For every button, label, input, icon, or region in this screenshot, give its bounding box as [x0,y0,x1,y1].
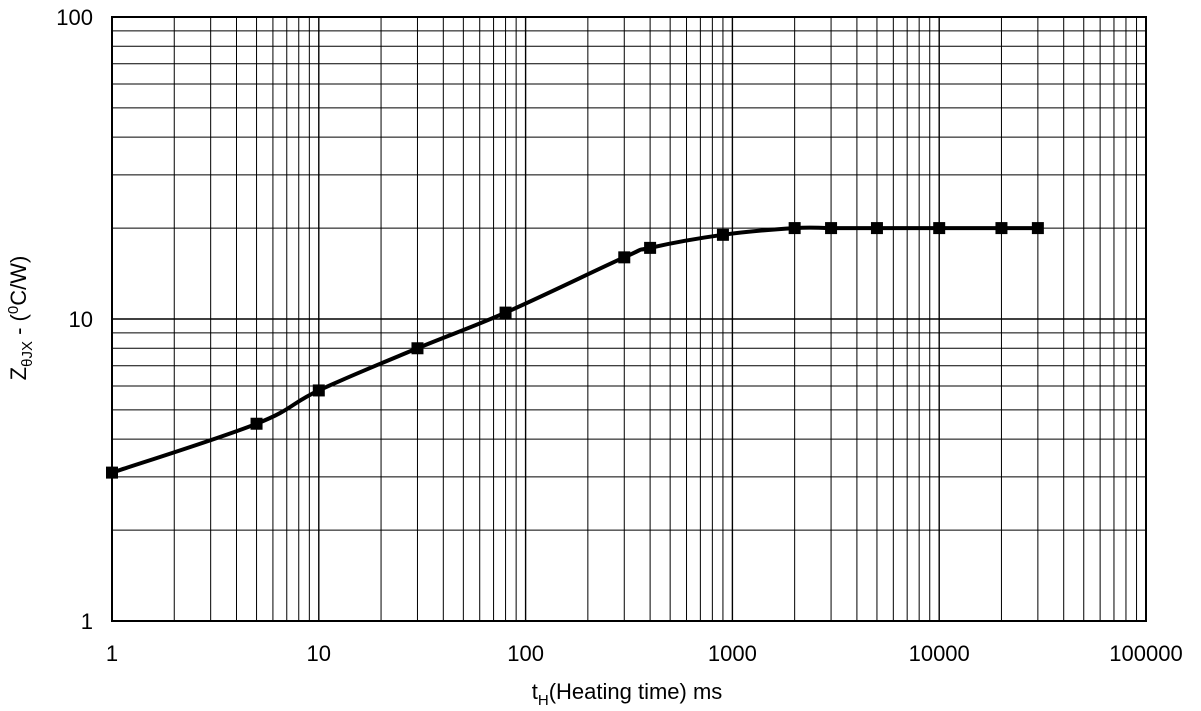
y-tick-label: 1 [81,609,93,634]
x-tick-labels: 1 10 100 1000 10000 100000 [106,641,1183,666]
x-tick-label: 10 [307,641,331,666]
y-tick-labels: 1 10 100 [56,5,93,634]
y-axis-title-rest: C/W) [6,256,31,306]
data-point-marker [250,417,263,430]
x-axis-title-subscript: H [538,692,549,709]
y-tick-label: 10 [69,307,93,332]
series-layer [106,222,1044,479]
data-point-marker [788,222,801,235]
plot-area-frame [111,16,1147,622]
x-tick-label: 1 [106,641,118,666]
data-point-marker [618,251,631,264]
x-tick-label: 1000 [708,641,757,666]
data-point-marker [312,384,325,397]
y-axis-title: ZθJX - (0C/W) [5,256,36,381]
x-tick-label: 100 [507,641,544,666]
data-point-marker [411,342,424,355]
data-point-marker [995,222,1008,235]
data-point-marker [644,241,657,254]
data-point-marker [870,222,883,235]
y-tick-label: 100 [56,5,93,30]
y-axis-title-subscript: θJX [19,341,36,367]
x-axis-title-main: t [532,679,538,704]
x-axis-title-rest: (Heating time) ms [549,679,723,704]
data-point-marker [106,466,118,479]
x-axis-title: tH(Heating time) ms [532,679,723,709]
x-tick-label: 100000 [1109,641,1182,666]
data-point-marker [499,306,512,319]
x-tick-label: 10000 [909,641,970,666]
series-line [110,225,1040,475]
data-point-marker [716,228,729,241]
y-axis-title-mid: - ( [6,313,31,341]
data-point-marker [825,222,838,235]
data-point-marker [933,222,946,235]
data-point-marker [1031,222,1044,235]
y-axis-title-superscript: 0 [5,306,22,314]
y-axis-title-main: Z [6,367,31,380]
